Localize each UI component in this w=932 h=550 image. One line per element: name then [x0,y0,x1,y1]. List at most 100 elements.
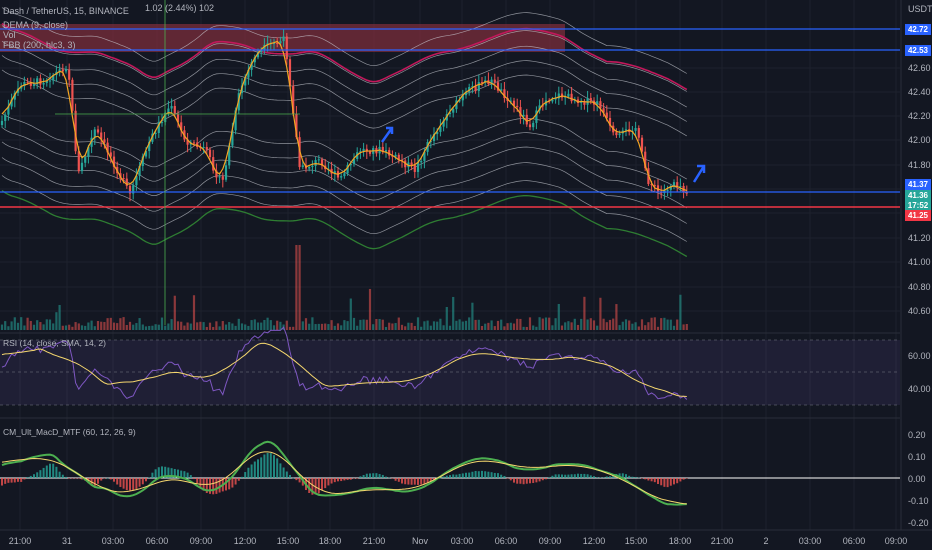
candle [141,156,144,167]
volume-bar [298,245,301,330]
candle [301,165,304,168]
candle [138,166,141,176]
time-tick: 21:00 [8,536,32,546]
volume-bar [580,318,583,330]
candle [349,163,352,166]
candle [605,112,608,118]
macd-hist-bar [58,471,61,478]
candle [100,132,103,140]
macd-hist-bar [61,474,64,478]
volume-bar [640,319,644,330]
volume-bar [180,321,183,330]
candle [132,185,135,194]
candle [282,36,285,42]
price-tick: 40.80 [908,282,931,292]
macd-hist-bar [362,475,365,478]
candle [253,57,256,63]
volume-bar [253,319,256,330]
candle [423,151,426,162]
macd-signal-line [1,451,687,505]
macd-hist-bar [375,473,378,478]
grid [0,0,900,530]
macd-hist-bar [349,478,352,480]
volume-bar [128,321,132,330]
candle [39,78,42,85]
candle [176,114,180,123]
rsi-title[interactable]: RSI (14, close, SMA, 14, 2) [3,338,106,348]
macd-hist-bar [509,478,512,481]
volume-bar [359,319,362,330]
candle [74,110,77,152]
macd-hist-bar [327,478,330,486]
candle [45,80,48,83]
indicator-vol[interactable]: Vol [3,30,16,40]
candle [381,146,384,152]
price-label-41-37: 41.37 [905,179,931,190]
macd-hist-bar [545,478,547,480]
macd-title[interactable]: CM_Ult_MacD_MTF (60, 12, 26, 9) [3,427,136,437]
macd-hist-bar [487,471,490,478]
volume-bar [122,317,125,330]
indicator-dema[interactable]: DEMA (9, close) [3,20,69,30]
candle [308,167,311,169]
candle [154,133,157,135]
volume-bar [516,318,519,330]
macd-hist-bar [247,467,250,478]
candle [71,79,74,111]
candle [231,130,234,146]
macd-hist-bar [644,478,647,480]
macd-hist-bar [20,478,23,482]
macd-hist-bar [439,477,442,479]
macd-hist-bar [404,478,407,485]
volume-bar [356,325,359,330]
macd-hist-bar [343,478,346,481]
candle [125,178,128,186]
macd-hist-bar [391,478,394,479]
price-tick: 41.80 [908,160,931,170]
volume-bar [80,325,84,330]
volume-bar [624,319,628,330]
volume-bar [618,325,621,330]
macd-hist-bar [199,478,202,487]
volume-bar [135,323,138,330]
macd-hist-bar [455,474,458,478]
time-tick: 12:00 [233,536,257,546]
volume-bar [548,317,551,330]
macd-hist-bar [97,478,99,484]
band-line [1,7,687,74]
symbol-title[interactable]: Dash / TetherUS, 15, BINANCE [3,6,129,16]
candle [314,160,317,166]
candle [397,154,400,161]
indicator-fbb[interactable]: FBB (200, hlc3, 3) [3,40,76,50]
macd-hist-bar [589,475,592,478]
volume-bar [151,325,154,330]
macd-hist-bar [116,478,119,485]
macd-hist-bar [449,475,451,478]
price-tick: 42.20 [908,111,931,121]
volume-bar [644,325,647,330]
band-basis-upper [1,22,688,91]
candle [554,98,557,100]
candle [135,175,138,186]
macd-hist-bar [493,472,496,478]
macd-hist-bar [369,473,371,478]
candle [388,150,391,156]
volume-bar [448,325,452,330]
time-tick: 09:00 [884,536,908,546]
volume-bar [192,295,196,330]
candle [205,147,208,150]
macd-hist-bar [170,468,173,478]
time-tick: 15:00 [624,536,648,546]
candle [477,82,480,92]
macd-hist-bar [365,473,368,478]
price-tick: 40.60 [908,306,931,316]
volume-bar [452,296,455,330]
candle [20,86,23,89]
macd-histogram [1,452,688,495]
band-line [1,141,687,209]
volume-bar [669,319,672,330]
candle [128,185,132,194]
macd-hist-bar [177,469,179,478]
volume-bar [244,324,247,330]
